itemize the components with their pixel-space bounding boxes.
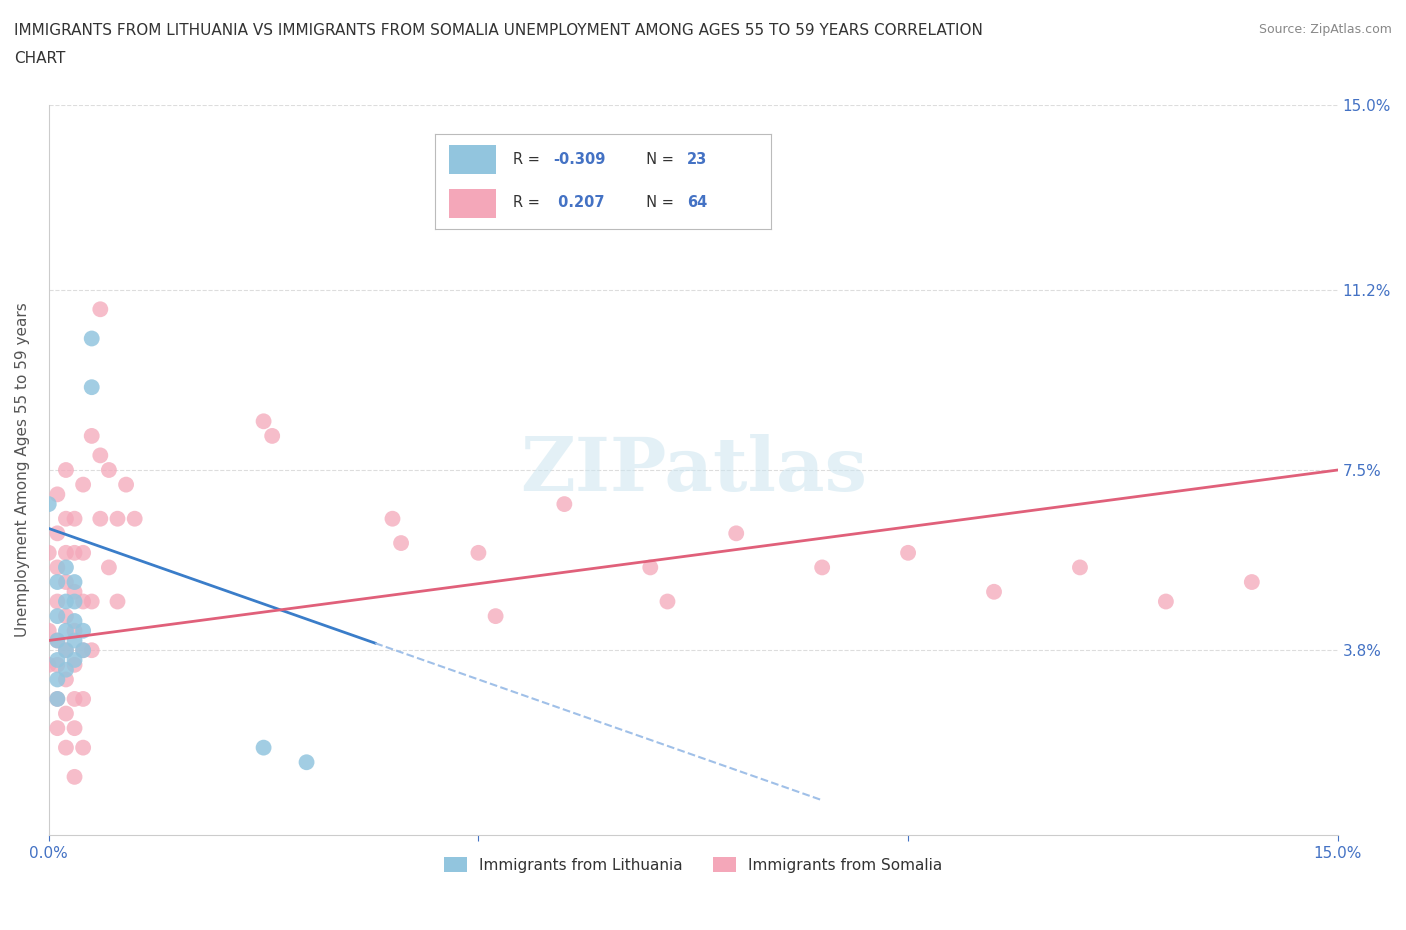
Point — [38, 545, 60, 560]
Point — [484, 609, 506, 624]
Point — [97, 560, 120, 575]
Point — [63, 721, 86, 736]
Point — [55, 560, 77, 575]
Point — [55, 623, 77, 638]
Point — [811, 560, 834, 575]
Point — [657, 594, 679, 609]
Point — [55, 609, 77, 624]
Point — [46, 487, 69, 502]
Point — [72, 545, 94, 560]
Point — [89, 448, 111, 463]
Point — [46, 575, 69, 590]
Text: CHART: CHART — [14, 51, 66, 66]
Text: Source: ZipAtlas.com: Source: ZipAtlas.com — [1258, 23, 1392, 36]
Point — [389, 536, 412, 551]
Point — [55, 672, 77, 687]
Point — [46, 633, 69, 648]
Point — [63, 614, 86, 629]
Point — [63, 658, 86, 672]
Point — [553, 497, 575, 512]
Point — [46, 525, 69, 540]
Point — [46, 609, 69, 624]
Point — [63, 512, 86, 526]
Point — [115, 477, 138, 492]
Point — [46, 653, 69, 668]
Point — [46, 692, 69, 707]
Point — [63, 623, 86, 638]
Point — [725, 525, 748, 540]
Point — [55, 512, 77, 526]
Point — [63, 769, 86, 784]
Point — [46, 721, 69, 736]
Point — [46, 560, 69, 575]
Point — [55, 706, 77, 721]
Point — [97, 462, 120, 477]
Point — [107, 512, 129, 526]
Point — [72, 643, 94, 658]
Point — [55, 545, 77, 560]
Text: IMMIGRANTS FROM LITHUANIA VS IMMIGRANTS FROM SOMALIA UNEMPLOYMENT AMONG AGES 55 : IMMIGRANTS FROM LITHUANIA VS IMMIGRANTS … — [14, 23, 983, 38]
Point — [46, 658, 69, 672]
Point — [72, 623, 94, 638]
Point — [381, 512, 404, 526]
Point — [640, 560, 662, 575]
Point — [55, 662, 77, 677]
Point — [1240, 575, 1263, 590]
Point — [72, 477, 94, 492]
Point — [46, 633, 69, 648]
Point — [80, 643, 103, 658]
Point — [63, 575, 86, 590]
Point — [262, 429, 284, 444]
Text: ZIPatlas: ZIPatlas — [520, 433, 866, 507]
Point — [1154, 594, 1177, 609]
Point — [80, 379, 103, 394]
Point — [467, 545, 489, 560]
Point — [63, 633, 86, 648]
Point — [63, 653, 86, 668]
Point — [72, 643, 94, 658]
Point — [55, 594, 77, 609]
Point — [55, 462, 77, 477]
Point — [55, 740, 77, 755]
Point — [107, 594, 129, 609]
Point — [252, 414, 274, 429]
Point — [72, 594, 94, 609]
Point — [55, 643, 77, 658]
Point — [46, 594, 69, 609]
Point — [63, 692, 86, 707]
Point — [63, 545, 86, 560]
Point — [55, 643, 77, 658]
Point — [983, 584, 1005, 599]
Point — [89, 302, 111, 317]
Point — [72, 740, 94, 755]
Point — [55, 575, 77, 590]
Y-axis label: Unemployment Among Ages 55 to 59 years: Unemployment Among Ages 55 to 59 years — [15, 302, 30, 637]
Point — [72, 692, 94, 707]
Point — [38, 497, 60, 512]
Point — [80, 594, 103, 609]
Point — [89, 512, 111, 526]
Point — [295, 755, 318, 770]
Point — [63, 594, 86, 609]
Point — [46, 692, 69, 707]
Point — [897, 545, 920, 560]
Point — [252, 740, 274, 755]
Point — [38, 658, 60, 672]
Legend: Immigrants from Lithuania, Immigrants from Somalia: Immigrants from Lithuania, Immigrants fr… — [437, 851, 949, 879]
Point — [38, 623, 60, 638]
Point — [1069, 560, 1091, 575]
Point — [124, 512, 146, 526]
Point — [80, 331, 103, 346]
Point — [46, 672, 69, 687]
Point — [80, 429, 103, 444]
Point — [63, 584, 86, 599]
